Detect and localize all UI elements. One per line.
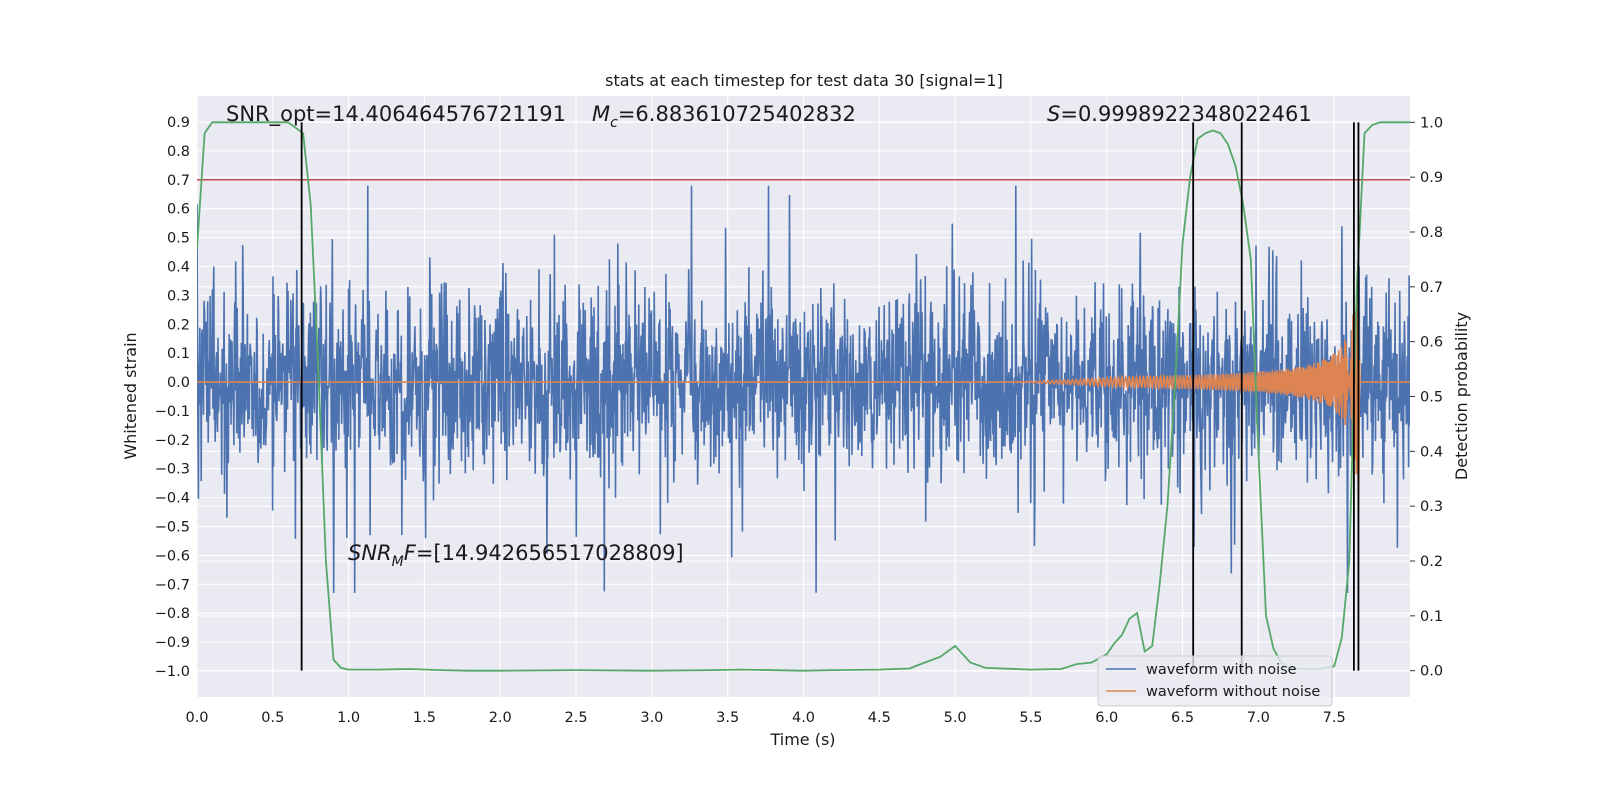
snr-mf-value: =[14.942656517028809] [416, 541, 684, 565]
y-tick-label: −0.2 [155, 433, 190, 449]
y-tick-label: −1.0 [155, 664, 190, 680]
y2-axis-label: Detection probability [1452, 312, 1471, 480]
mc-subscript: c [610, 115, 618, 131]
y-tick-label: 0.5 [167, 231, 190, 247]
y-tick-label: 0.1 [167, 346, 190, 362]
x-tick-label: 1.0 [337, 710, 360, 726]
x-tick-label: 0.0 [185, 710, 208, 726]
x-tick-label: 7.0 [1247, 710, 1270, 726]
y-tick-label: 0.3 [167, 288, 190, 304]
y-tick-label: −0.4 [155, 491, 190, 507]
y2-tick-label: 0.3 [1420, 499, 1443, 515]
s-value: =0.9998922348022461 [1060, 102, 1311, 126]
s-symbol: S [1047, 102, 1060, 126]
y2-tick-label: 0.5 [1420, 390, 1443, 406]
y-tick-label: −0.8 [155, 606, 190, 622]
y-tick-label: 0.6 [167, 202, 190, 218]
y-tick-label: 0.9 [167, 115, 190, 131]
legend-label-noise: waveform with noise [1146, 662, 1297, 678]
snr-mf-symbol2: F [404, 541, 417, 565]
snr-mf-subscript: M [392, 554, 404, 570]
y2-tick-label: 1.0 [1420, 115, 1443, 131]
legend-box [1097, 655, 1333, 707]
x-tick-label: 7.5 [1323, 710, 1346, 726]
snr-mf-symbol: SNR [348, 541, 392, 565]
y-tick-label: −0.5 [155, 520, 190, 536]
x-tick-label: 2.5 [565, 710, 588, 726]
y-tick-label: −0.9 [155, 635, 190, 651]
y-tick-label: −0.1 [155, 404, 190, 420]
x-tick-label: 6.0 [1095, 710, 1118, 726]
series-waveform-without-noise [197, 290, 1410, 511]
mc-value: =6.883610725402832 [618, 102, 856, 126]
x-tick-label: 4.0 [792, 710, 815, 726]
mc-symbol: M [592, 102, 610, 126]
y2-tick-label: 0.0 [1420, 664, 1443, 680]
annotation-chirp-mass: Mc=6.883610725402832 [592, 102, 856, 131]
y-axis-label: Whitened strain [121, 332, 140, 459]
y2-tick-label: 0.9 [1420, 170, 1443, 186]
y2-tick-label: 0.1 [1420, 609, 1443, 625]
legend-label-clean: waveform without noise [1146, 684, 1320, 700]
y-tick-label: 0.0 [167, 375, 190, 391]
y-tick-label: 0.8 [167, 144, 190, 160]
y2-tick-label: 0.6 [1420, 335, 1443, 351]
x-tick-label: 1.5 [413, 710, 436, 726]
y-tick-label: −0.7 [155, 577, 190, 593]
x-tick-label: 0.5 [261, 710, 284, 726]
y2-tick-label: 0.2 [1420, 554, 1443, 570]
x-tick-label: 4.5 [868, 710, 891, 726]
series-waveform-with-noise [197, 185, 1410, 594]
y2-tick-label: 0.8 [1420, 225, 1443, 241]
x-tick-label: 6.5 [1171, 710, 1194, 726]
annotation-detection-score: S=0.9998922348022461 [1047, 102, 1312, 126]
x-tick-label: 5.0 [944, 710, 967, 726]
y-tick-label: −0.3 [155, 462, 190, 478]
x-tick-label: 5.5 [1019, 710, 1042, 726]
y2-tick-label: 0.7 [1420, 280, 1443, 296]
x-tick-label: 3.5 [716, 710, 739, 726]
ticks-layer: 0.0 0.5 1.0 1.5 2.0 2.5 3.0 3.5 4.0 4.5 5.0 5.5 6.0 6… [155, 115, 1443, 726]
x-tick-label: 2.0 [489, 710, 512, 726]
x-tick-label: 3.0 [640, 710, 663, 726]
y-tick-label: 0.2 [167, 317, 190, 333]
y-tick-label: −0.6 [155, 548, 190, 564]
annotation-snr-mf: SNRMF=[14.942656517028809] [348, 541, 684, 570]
chart-title: stats at each timestep for test data 30 … [605, 71, 1003, 90]
annotation-snr-opt: SNR_opt=14.406464576721191 [226, 102, 566, 127]
y-tick-label: 0.7 [167, 173, 190, 189]
legend: waveform with noise waveform without noi… [1097, 655, 1333, 707]
y-tick-label: 0.4 [167, 259, 190, 275]
y2-tick-label: 0.4 [1420, 444, 1443, 460]
x-axis-label: Time (s) [769, 730, 835, 749]
